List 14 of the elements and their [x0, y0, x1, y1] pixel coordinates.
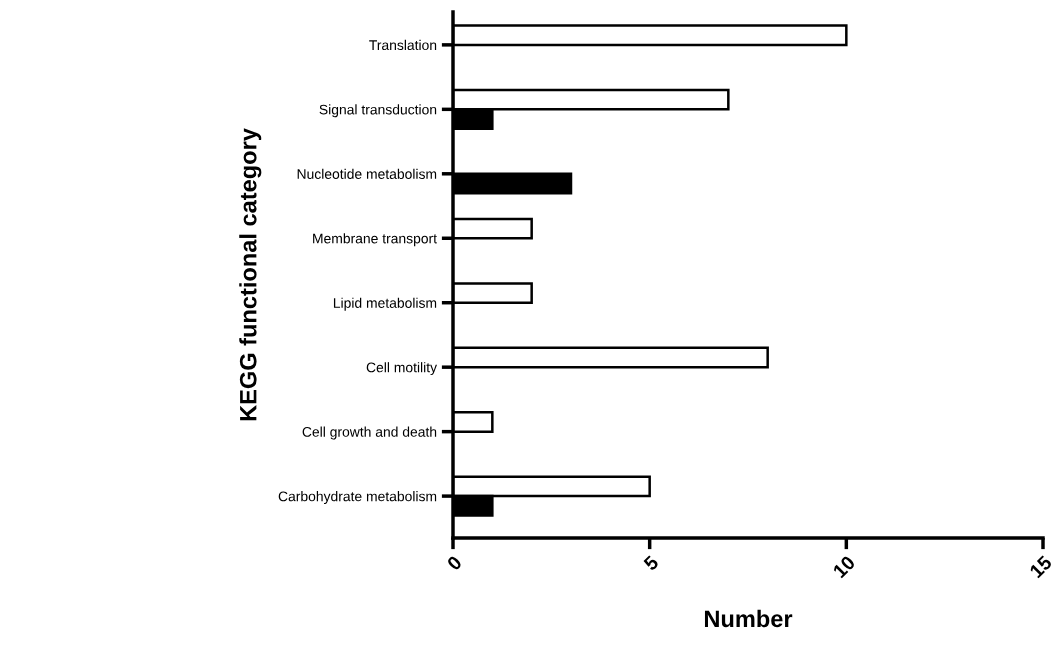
- y-tick-label: Carbohydrate metabolism: [278, 491, 437, 505]
- y-tick-label: Membrane transport: [313, 233, 437, 247]
- x-tick-label: 0: [446, 554, 463, 572]
- y-tick-label: Cell motility: [366, 362, 437, 376]
- y-axis-title: KEGG functional category: [239, 128, 262, 421]
- y-tick-label: Translation: [369, 39, 437, 51]
- x-tick-label: 5: [642, 554, 660, 572]
- x-tick-label: 10: [832, 554, 856, 579]
- y-tick-label: Nucleotide metabolism: [297, 168, 437, 179]
- y-tick-label: Cell growth and death: [302, 426, 437, 440]
- x-axis-title: Number: [704, 609, 793, 628]
- y-tick-label: Signal transduction: [319, 104, 437, 118]
- x-tick-label: 15: [1029, 554, 1053, 579]
- y-tick-label: Lipid metabolism: [333, 297, 437, 311]
